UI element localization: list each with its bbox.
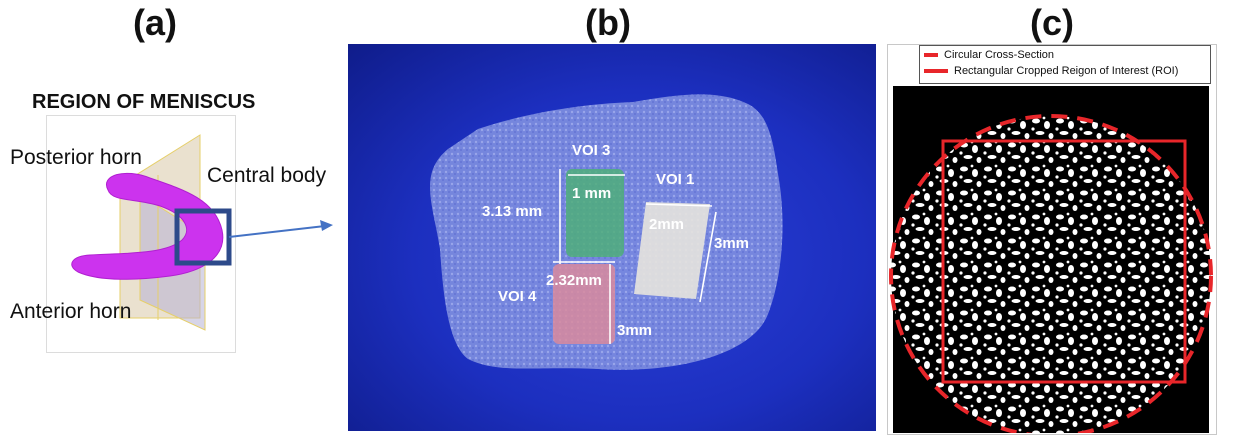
label-posterior-horn: Posterior horn [10, 146, 142, 169]
voi3-label: VOI 3 [572, 142, 611, 159]
label-central-body: Central body [207, 164, 327, 187]
panel-label-b: (b) [585, 2, 631, 43]
legend-label-roi: Rectangular Cropped Reigon of Interest (… [954, 65, 1179, 77]
legend-item-circular: Circular Cross-Section [924, 49, 1054, 61]
volume-render-view: VOI 3 VOI 1 VOI 4 3.13 mm 1 mm 2mm 3mm 2… [348, 44, 876, 431]
dimension-1mm: 1 mm [572, 185, 612, 202]
meniscus-region-title: REGION OF MENISCUS [32, 91, 256, 113]
voi4-label: VOI 4 [498, 288, 537, 305]
arrow-head [320, 220, 333, 231]
voi4-cylinder [553, 264, 615, 344]
roi-rectangle [941, 139, 1187, 384]
legend: Circular Cross-Section Rectangular Cropp… [919, 45, 1211, 84]
meniscus-illustration [71, 134, 333, 331]
dim-line-2mm [645, 203, 713, 207]
legend-swatch-dashed [924, 53, 938, 58]
cross-section-image [889, 86, 1213, 433]
voi3-cylinder [566, 169, 624, 257]
dimension-2mm: 2mm [649, 216, 685, 233]
dimension-313mm: 3.13 mm [482, 203, 543, 220]
voi1-label: VOI 1 [656, 171, 695, 188]
volume-render-svg [430, 94, 783, 370]
dimension-3mm-right: 3mm [714, 235, 750, 252]
dimension-232mm: 2.32mm [546, 272, 602, 289]
legend-swatch-solid [924, 69, 948, 74]
meniscus-shape [71, 172, 224, 280]
legend-item-roi: Rectangular Cropped Reigon of Interest (… [924, 65, 1178, 77]
voi1-cylinder [634, 202, 710, 299]
legend-label-circular: Circular Cross-Section [944, 49, 1055, 61]
dimension-3mm-bottom: 3mm [617, 322, 653, 339]
panel-label-a: (a) [133, 2, 177, 43]
arrow-to-volume [228, 225, 326, 238]
circular-cross-section-outline [889, 114, 1213, 433]
panel-label-c: (c) [1030, 2, 1074, 43]
dim-line-3mm-right [699, 211, 717, 303]
label-anterior-horn: Anterior horn [10, 300, 132, 323]
